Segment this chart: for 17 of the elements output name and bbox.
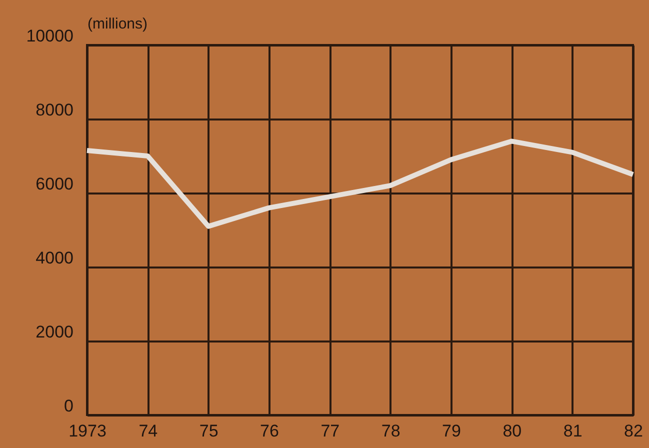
x-tick-label: 1973 <box>68 422 106 440</box>
y-tick-label: 6000 <box>36 174 74 194</box>
y-tick-label: 8000 <box>36 100 74 120</box>
x-tick-label: 82 <box>624 422 643 440</box>
x-tick-label: 76 <box>260 422 279 440</box>
y-axis-title: (millions) <box>88 16 148 32</box>
x-tick-label: 80 <box>502 422 522 440</box>
y-tick-label: 4000 <box>36 248 74 268</box>
y-tick-label: 0 <box>64 396 74 416</box>
y-tick-label: 2000 <box>36 322 74 342</box>
x-tick-label: 75 <box>199 422 218 440</box>
x-tick-label: 74 <box>138 422 158 440</box>
y-tick-label: 10000 <box>26 26 74 46</box>
x-tick-label: 81 <box>563 422 582 440</box>
x-tick-label: 79 <box>442 422 461 440</box>
x-tick-label: 77 <box>320 422 340 440</box>
x-tick-label: 78 <box>381 422 400 440</box>
